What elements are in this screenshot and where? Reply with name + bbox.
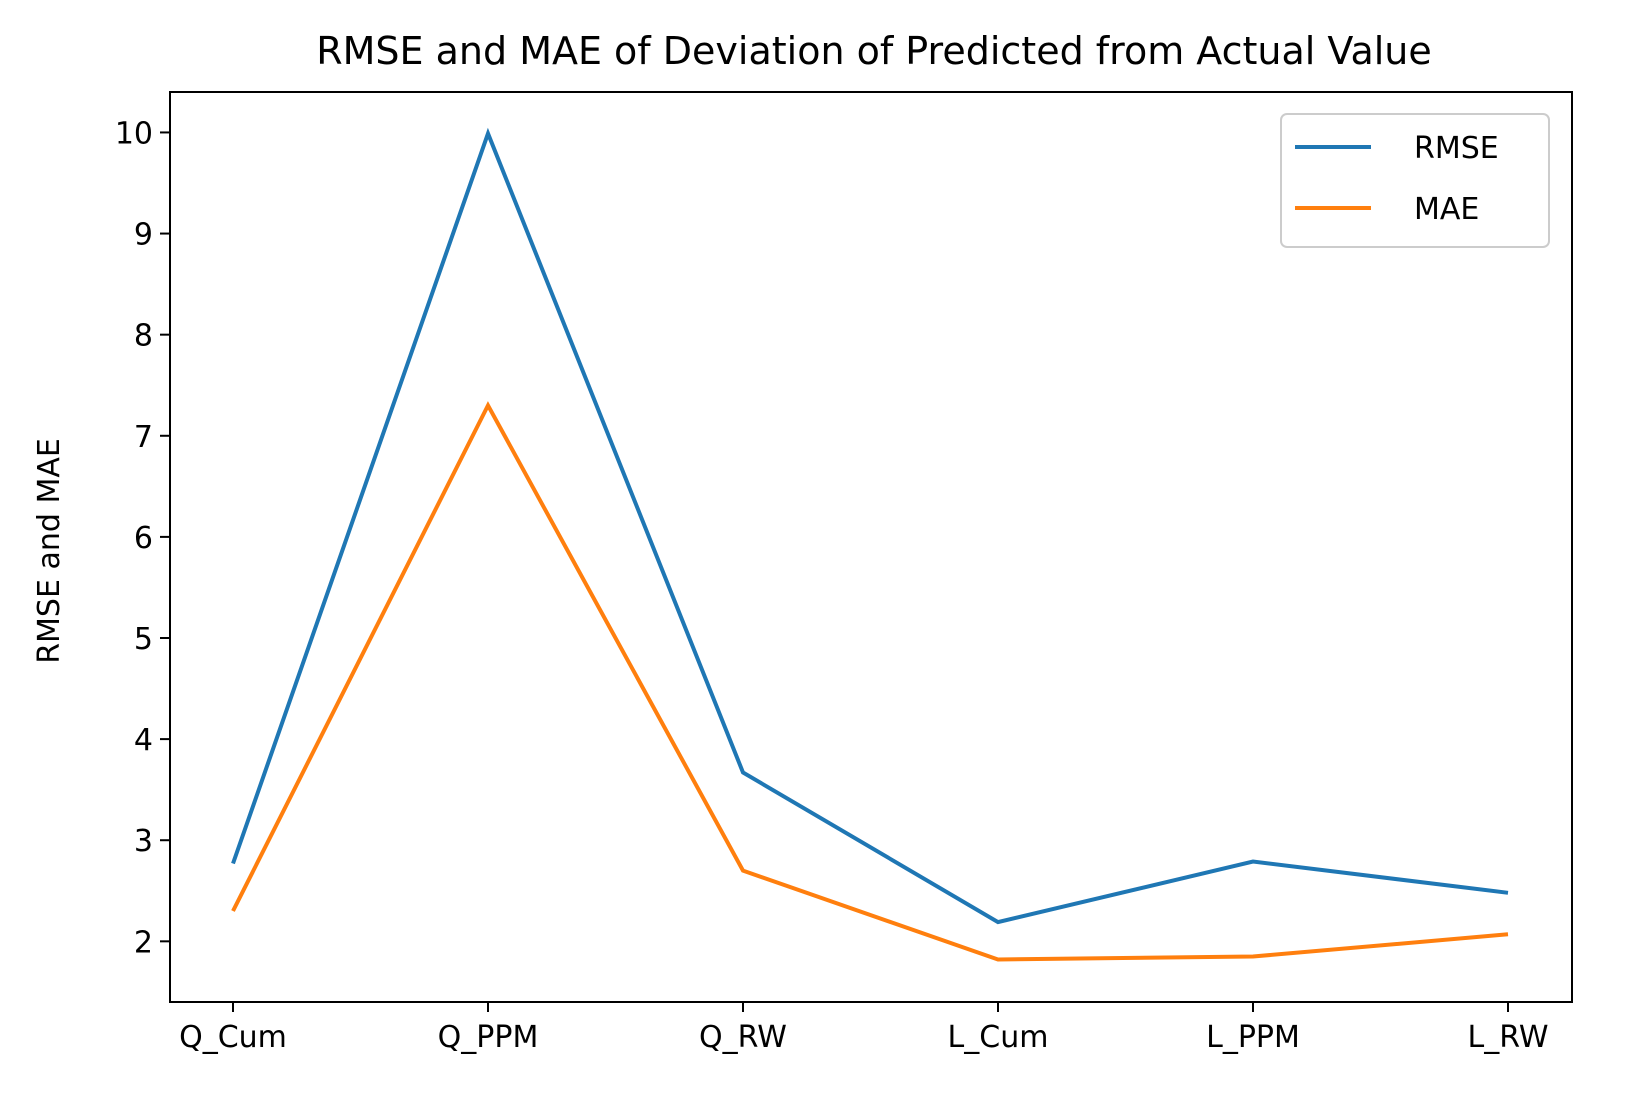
series-line-mae (231, 401, 1509, 962)
y-tick-label: 9 (134, 218, 153, 253)
y-tick-label: 6 (134, 521, 153, 556)
chart-title: RMSE and MAE of Deviation of Predicted f… (316, 29, 1432, 73)
legend-label-mae: MAE (1414, 192, 1479, 227)
y-tick-label: 5 (134, 622, 153, 657)
series-line-rmse (231, 127, 1509, 925)
legend: RMSE MAE (1280, 113, 1550, 248)
axes-frame (169, 91, 1573, 1003)
y-tick-label: 3 (134, 824, 153, 859)
y-tick-label: 8 (134, 319, 153, 354)
legend-label-rmse: RMSE (1414, 131, 1499, 166)
x-tick-label: Q_PPM (438, 1020, 539, 1055)
plot-area: 2 3 4 5 6 7 8 9 10 Q_Cum Q_PPM Q_RW L_Cum L_PPM L_RW (115, 116, 1549, 1055)
x-tick-label: Q_RW (699, 1020, 787, 1055)
y-tick-label: 4 (134, 723, 153, 758)
y-tick-label: 7 (134, 420, 153, 455)
x-tick-label: L_PPM (1206, 1020, 1300, 1055)
x-tick-label: L_RW (1467, 1020, 1548, 1055)
y-tick-label: 10 (115, 116, 153, 151)
y-tick-label: 2 (134, 925, 153, 960)
x-tick-label: Q_Cum (179, 1020, 287, 1055)
x-tick-label: L_Cum (948, 1020, 1049, 1055)
y-axis-label: RMSE and MAE (32, 438, 67, 664)
